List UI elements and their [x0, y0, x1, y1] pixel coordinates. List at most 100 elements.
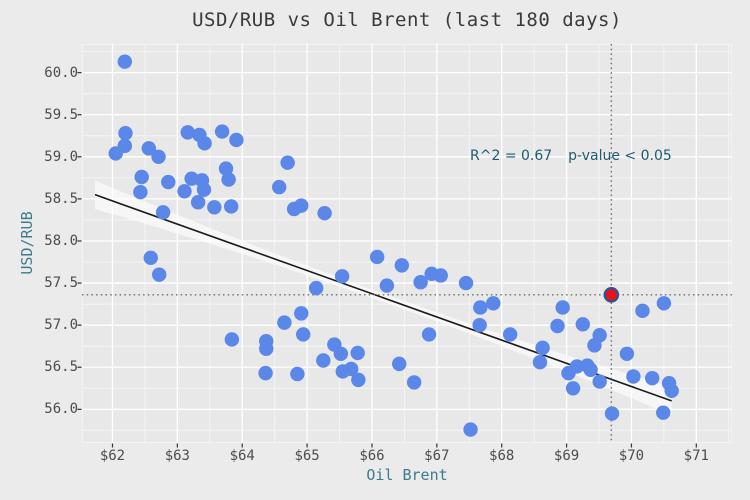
p-value-text: p-value < 0.05	[568, 148, 672, 164]
data-point	[134, 169, 149, 185]
x-tick-label: $71	[683, 448, 709, 464]
data-point	[392, 356, 407, 372]
data-point	[645, 370, 660, 386]
y-tick-label: 56.5	[44, 359, 78, 376]
data-point	[421, 327, 437, 342]
y-tick-label: 57.5	[44, 275, 78, 292]
data-point	[180, 125, 195, 140]
data-point	[575, 317, 590, 332]
data-point	[334, 269, 350, 284]
data-point	[406, 375, 422, 390]
data-point	[413, 275, 428, 290]
data-point	[656, 405, 671, 420]
data-point	[207, 200, 222, 215]
data-point	[592, 374, 607, 389]
data-point	[626, 369, 641, 384]
x-tick-label: $62	[99, 448, 126, 464]
data-point	[587, 338, 602, 353]
data-point	[277, 315, 292, 330]
data-point	[155, 205, 171, 220]
data-point	[569, 359, 585, 374]
y-tick-label: 60.0	[44, 64, 78, 81]
data-point	[333, 346, 349, 361]
x-tick-label: $64	[229, 448, 255, 464]
data-point	[133, 184, 148, 200]
data-point	[316, 353, 331, 368]
data-point	[224, 332, 240, 347]
data-point	[294, 306, 309, 321]
x-tick-label: $67	[424, 448, 450, 464]
data-point	[259, 341, 274, 356]
x-tick-label: $68	[489, 448, 515, 464]
highlight-point-latest	[603, 287, 620, 303]
data-point	[221, 172, 236, 187]
data-point	[197, 136, 212, 151]
data-point	[296, 327, 311, 342]
data-point	[458, 275, 474, 291]
data-point	[664, 383, 679, 399]
data-point	[151, 267, 167, 282]
data-point	[317, 205, 332, 221]
data-point	[177, 184, 192, 199]
data-point	[229, 132, 244, 148]
data-point	[161, 174, 176, 190]
y-tick-label: 58.5	[44, 190, 78, 207]
data-point	[350, 345, 365, 361]
data-point	[224, 199, 239, 214]
stats-annotation: R^2 = 0.67 p-value < 0.05	[470, 148, 672, 164]
x-tick-label: $70	[618, 448, 645, 464]
data-point	[344, 361, 359, 377]
x-tick-label: $66	[359, 448, 385, 464]
data-point	[394, 258, 410, 273]
data-point	[656, 296, 672, 311]
y-tick-label: 59.0	[44, 148, 78, 165]
data-point	[369, 249, 385, 265]
data-point	[604, 406, 620, 421]
x-tick-label: $65	[294, 448, 320, 464]
x-axis-label: Oil Brent	[366, 466, 448, 484]
data-point	[535, 340, 550, 356]
data-point	[280, 155, 295, 170]
data-point	[218, 161, 234, 176]
data-point	[502, 327, 518, 342]
data-point	[473, 300, 488, 315]
data-point	[486, 296, 501, 311]
data-point	[583, 362, 598, 377]
data-point	[433, 268, 448, 283]
data-point	[565, 381, 581, 396]
data-point	[117, 54, 133, 69]
data-point	[190, 195, 206, 210]
data-point	[555, 300, 570, 315]
y-tick-label: 56.0	[44, 401, 78, 418]
data-point	[550, 318, 565, 334]
data-point	[214, 124, 230, 139]
x-tick-label: $63	[164, 448, 190, 464]
data-point	[379, 278, 395, 293]
data-point	[272, 179, 287, 195]
x-tick-label: $69	[553, 448, 580, 464]
data-point	[258, 365, 273, 381]
data-point	[472, 317, 487, 333]
data-point	[619, 346, 635, 361]
data-point	[463, 422, 478, 437]
data-point	[308, 280, 324, 296]
data-point	[151, 149, 166, 164]
data-point	[635, 303, 650, 319]
data-point	[108, 146, 123, 161]
y-tick-label: 57.0	[44, 317, 78, 334]
r-squared-text: R^2 = 0.67	[470, 148, 553, 164]
data-point	[141, 141, 157, 156]
data-point	[118, 126, 133, 141]
y-tick-label: 58.0	[44, 232, 78, 249]
y-axis-label: USD/RUB	[18, 211, 36, 275]
chart-title: USD/RUB vs Oil Brent (last 180 days)	[192, 9, 622, 31]
data-point	[532, 354, 548, 370]
data-point	[290, 366, 305, 382]
data-point	[294, 198, 309, 213]
y-tick-label: 59.5	[44, 106, 78, 123]
data-point	[196, 182, 212, 197]
data-point	[351, 372, 366, 388]
data-point	[143, 250, 158, 266]
